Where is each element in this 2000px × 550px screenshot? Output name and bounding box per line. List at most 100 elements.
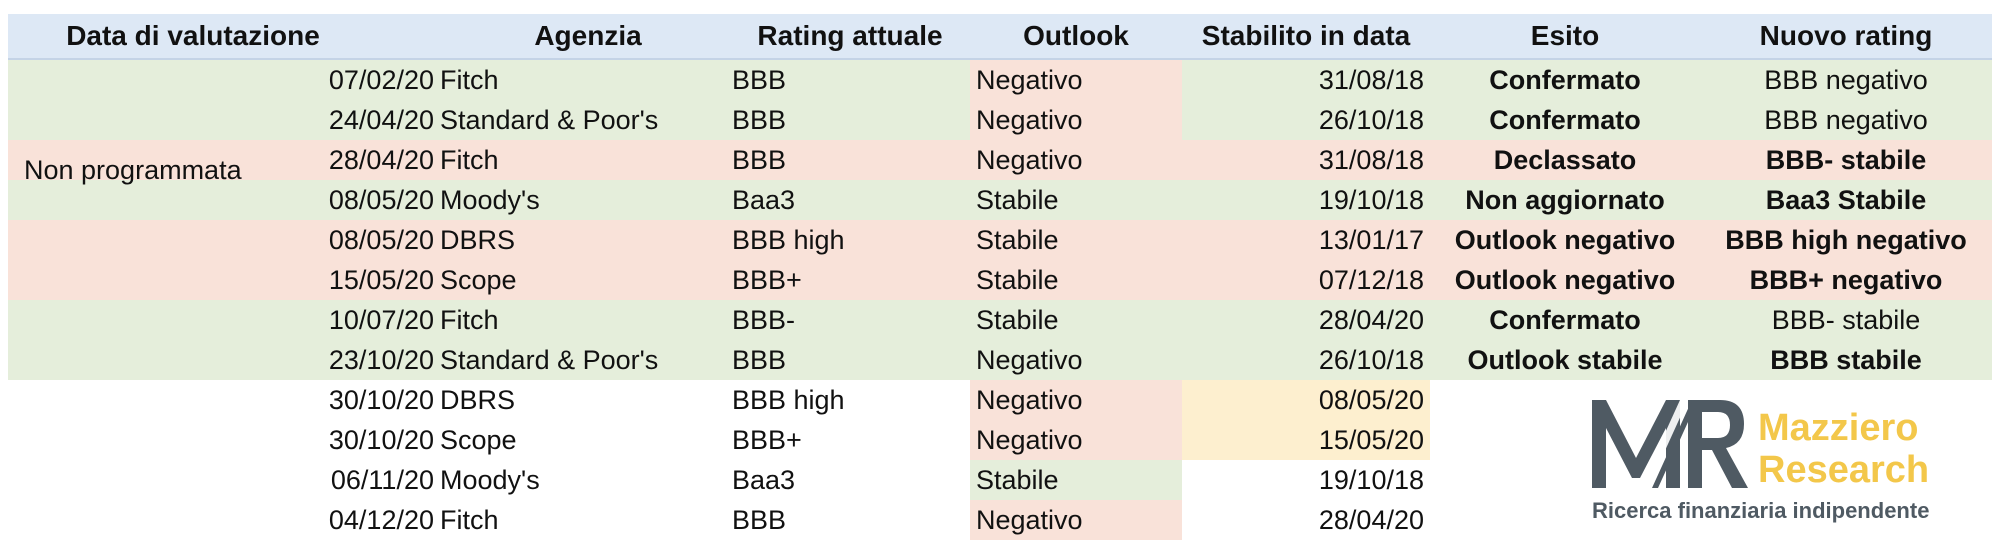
since-cell: 15/05/20 [1182,420,1430,460]
header-result: Esito [1530,20,1600,51]
new-rating-cell: BBB- stabile [1771,304,1921,335]
table-row: 04/12/20 Fitch BBB Negativo 28/04/20 [8,500,1992,540]
rating-cell: BBB+ [732,424,802,455]
since-cell: 19/10/18 [1318,464,1424,495]
header-new-rating: Nuovo rating [1759,20,1933,51]
logo-graphic: Mazziero Research Ricerca finanziaria in… [1592,400,1929,523]
rating-cell: BBB [732,104,787,135]
date-cell: 24/04/20 [328,104,434,135]
since-cell: 31/08/18 [1318,144,1424,175]
since-cell: 26/10/18 [1318,344,1424,375]
table-row: 15/05/20 Scope BBB+ Stabile 07/12/18 Outlook … [8,260,1992,300]
table-row: 06/11/20 Moody's Baa3 Stabile 19/10/18 [8,460,1992,500]
outlook-cell: Stabile [970,460,1182,500]
agency-cell: Standard & Poor's [440,104,659,135]
result-cell: Outlook negativo [1454,224,1676,255]
rating-cell: BBB+ [732,264,802,295]
logo-tagline: Ricerca finanziaria indipendente [1592,498,1929,523]
new-rating-cell: BBB stabile [1770,344,1922,375]
agency-cell: Fitch [440,64,499,95]
agency-cell: Moody's [440,184,540,215]
agency-cell: Fitch [440,144,499,175]
since-cell: 13/01/17 [1318,224,1424,255]
outlook-cell: Stabile [976,224,1059,255]
outlook-cell: Negativo [970,500,1182,540]
outlook-cell: Negativo [970,60,1182,100]
date-cell: 30/10/20 [328,384,434,415]
since-cell: 08/05/20 [1182,380,1430,420]
agency-cell: Fitch [440,504,499,535]
rating-cell: BBB high [732,224,845,255]
rating-cell: BBB- [732,304,796,335]
table-row: 24/04/20 Standard & Poor's BBB Negativo 26/1… [8,100,1992,140]
agency-cell: Moody's [440,464,540,495]
table-row: 08/05/20 Moody's Baa3 Stabile 19/10/18 Non ag… [8,180,1992,220]
result-cell: Confermato [1489,104,1641,135]
rating-table: Data di valutazione Agenzia Rating attua… [8,14,1992,540]
header-outlook: Outlook [1023,20,1129,51]
result-cell: Non aggiornato [1465,184,1665,215]
table-row: 07/02/20 Fitch BBB Negativo 31/08/18 Conferma… [8,60,1992,100]
rating-cell: BBB [732,344,787,375]
result-cell: Declassato [1493,144,1637,175]
rating-cell: Baa3 [732,184,796,215]
result-cell: Confermato [1489,64,1641,95]
agency-cell: Scope [440,264,517,295]
header-rating: Rating attuale [757,20,943,51]
logo-line2: Research [1758,449,1929,491]
header-since: Stabilito in data [1201,20,1411,51]
since-cell: 26/10/18 [1318,104,1424,135]
outlook-cell: Stabile [976,184,1059,215]
result-cell: Confermato [1489,304,1641,335]
table-header: Data di valutazione Agenzia Rating attua… [8,14,1992,60]
rating-cell: BBB [732,504,787,535]
date-cell: 15/05/20 [328,264,434,295]
new-rating-cell: Baa3 Stabile [1765,184,1927,215]
outlook-cell: Negativo [970,420,1182,460]
new-rating-cell: BBB high negativo [1725,224,1967,255]
date-cell: 30/10/20 [328,424,434,455]
outlook-cell: Negativo [970,100,1182,140]
date-cell: 06/11/20 [330,464,434,495]
result-cell: Outlook stabile [1467,344,1663,375]
rating-cell: Baa3 [732,464,796,495]
agency-cell: DBRS [440,224,516,255]
new-rating-cell: BBB+ negativo [1749,264,1943,295]
group-label: Non programmata [24,154,242,185]
table-row: 23/10/20 Standard & Poor's BBB Negativo 26/1… [8,340,1992,380]
agency-cell: Scope [440,424,517,455]
date-cell: 07/02/20 [328,64,434,95]
logo-line1: Mazziero [1758,407,1918,449]
mazziero-research-logo: Mazziero Research Ricerca finanziaria in… [1592,396,1972,526]
agency-cell: Standard & Poor's [440,344,659,375]
rating-cell: BBB high [732,384,845,415]
agency-cell: DBRS [440,384,516,415]
agency-cell: Fitch [440,304,499,335]
outlook-cell: Negativo [970,380,1182,420]
table-row: 30/10/20 Scope BBB+ Negativo 15/05/20 [8,420,1992,460]
since-cell: 28/04/20 [1318,304,1424,335]
header-date: Data di valutazione [66,20,320,51]
since-cell: 28/04/20 [1318,504,1424,535]
date-cell: 23/10/20 [328,344,434,375]
date-cell: 04/12/20 [328,504,434,535]
new-rating-cell: BBB negativo [1764,64,1928,95]
since-cell: 31/08/18 [1318,64,1424,95]
since-cell: 19/10/18 [1318,184,1424,215]
table-row: 30/10/20 DBRS BBB high Negativo 08/05/20 [8,380,1992,420]
table-row: 10/07/20 Fitch BBB- Stabile 28/04/20 Conferma… [8,300,1992,340]
outlook-cell: Stabile [976,264,1059,295]
table-row: 08/05/20 DBRS BBB high Stabile 13/01/17 Outlo… [8,220,1992,260]
date-cell: 10/07/20 [328,304,434,335]
date-cell: 08/05/20 [328,224,434,255]
table-body: 07/02/20 Fitch BBB Negativo 31/08/18 Conferma… [8,60,1992,540]
table-row: 28/04/20 Fitch BBB Negativo 31/08/18 Declassa… [8,140,1992,180]
new-rating-cell: BBB- stabile [1765,144,1927,175]
new-rating-cell: BBB negativo [1764,104,1928,135]
result-cell: Outlook negativo [1454,264,1676,295]
header-agency: Agenzia [534,20,642,51]
rating-cell: BBB [732,144,787,175]
date-cell: 08/05/20 [328,184,434,215]
outlook-cell: Stabile [976,304,1059,335]
outlook-cell: Negativo [976,344,1083,375]
